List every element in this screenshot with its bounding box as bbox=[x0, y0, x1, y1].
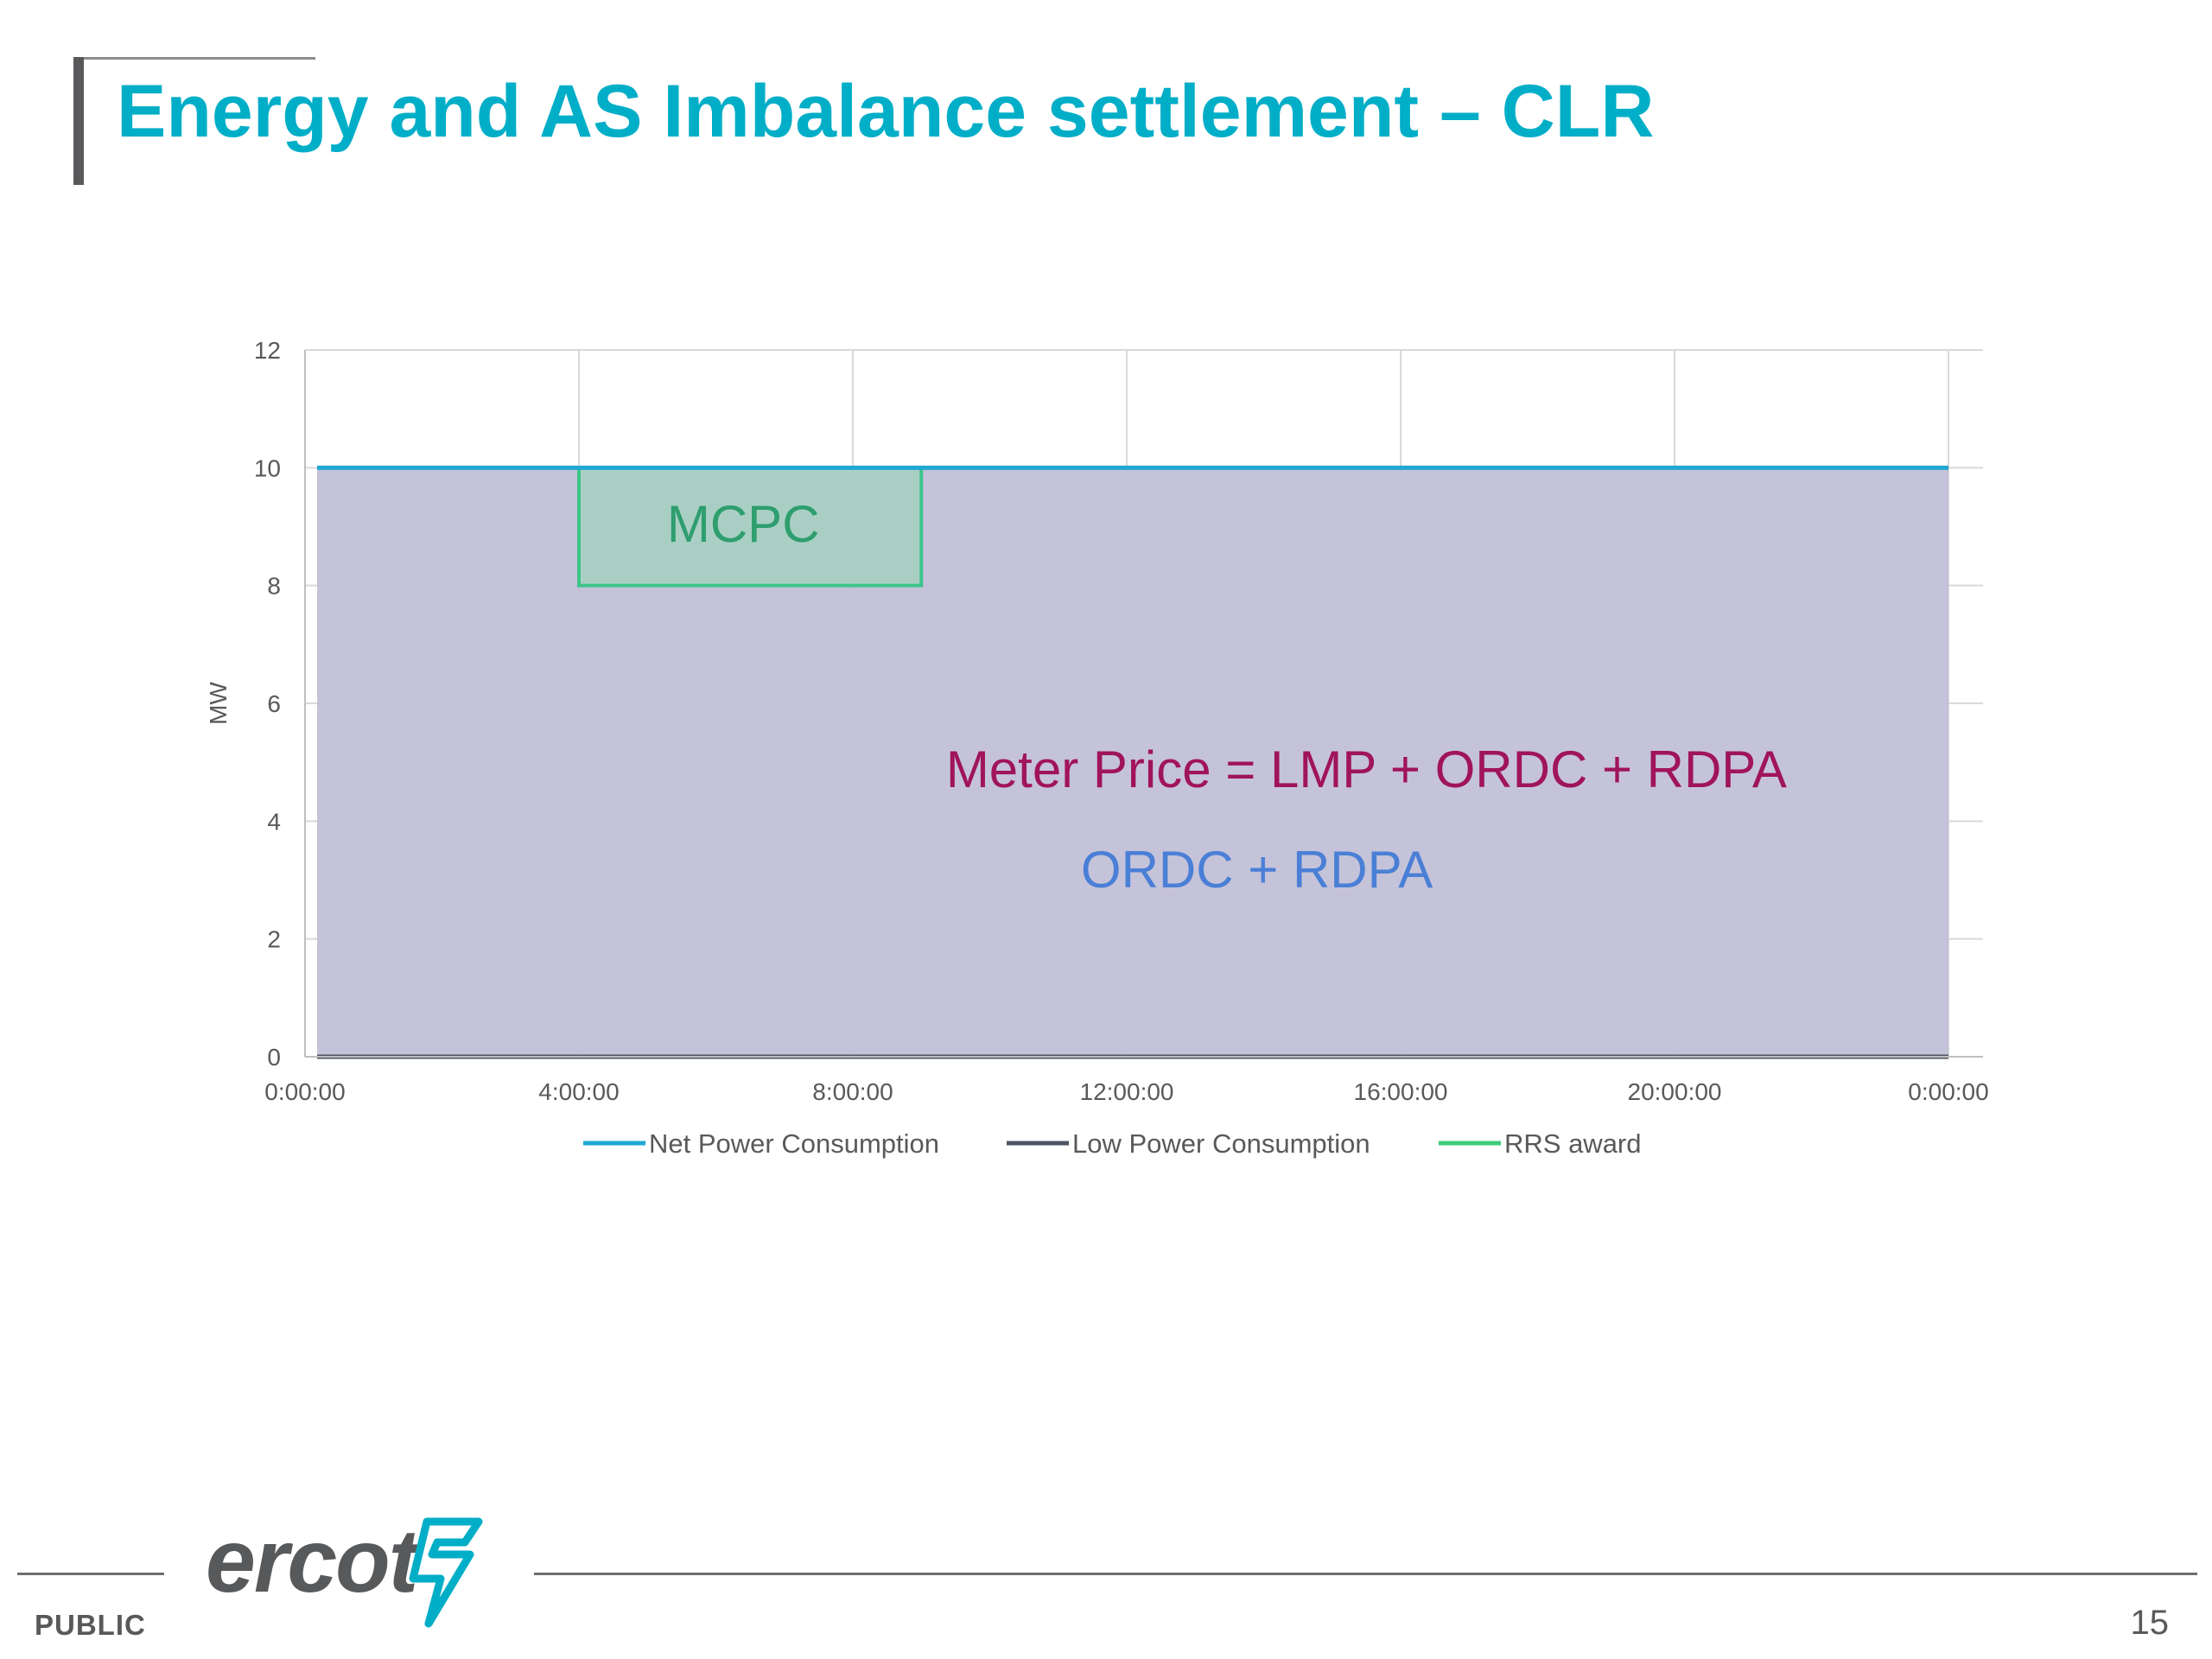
y-axis-title: MW bbox=[205, 682, 232, 725]
footer-rule-left bbox=[17, 1573, 164, 1575]
ercot-logo: ercot bbox=[206, 1516, 499, 1637]
x-tick-label: 16:00:00 bbox=[1354, 1078, 1448, 1105]
chart-legend: Net Power Consumption Low Power Consumpti… bbox=[583, 1128, 1642, 1159]
y-tick-label: 10 bbox=[254, 454, 281, 481]
y-tick-label: 0 bbox=[267, 1044, 281, 1071]
y-tick-label: 12 bbox=[254, 337, 281, 364]
ordc-rdpa-label: ORDC + RDPA bbox=[1081, 841, 1433, 899]
chart-areas bbox=[317, 466, 1948, 1057]
mcpc-area bbox=[577, 466, 924, 588]
title-accent-bar bbox=[73, 57, 84, 185]
mcpc-label: MCPC bbox=[667, 495, 820, 553]
chart-annotations: MCPC Meter Price = LMP + ORDC + RDPA ORDC … bbox=[667, 495, 1787, 899]
lightning-bolt-icon bbox=[409, 1517, 483, 1628]
y-tick-label: 2 bbox=[267, 926, 281, 953]
meter-price-label: Meter Price = LMP + ORDC + RDPA bbox=[946, 741, 1787, 798]
title-accent-rule bbox=[84, 57, 315, 60]
x-tick-label: 0:00:00 bbox=[264, 1078, 345, 1105]
classification-label: PUBLIC bbox=[35, 1609, 146, 1641]
slide-title: Energy and AS Imbalance settlement – CLR bbox=[117, 70, 1655, 153]
logo-wordmark: ercot bbox=[206, 1511, 418, 1611]
imbalance-chart: 0 2 4 6 8 10 12 0:00:00 4:00:00 8:00:00 12:00:00 16… bbox=[205, 337, 1989, 1159]
x-tick-label: 20:00:00 bbox=[1628, 1078, 1722, 1105]
legend-rrs-award-label: RRS award bbox=[1504, 1128, 1642, 1159]
x-tick-label: 4:00:00 bbox=[538, 1078, 619, 1105]
x-tick-label: 12:00:00 bbox=[1080, 1078, 1174, 1105]
legend-low-power-label: Low Power Consumption bbox=[1072, 1128, 1370, 1159]
legend-net-power-label: Net Power Consumption bbox=[649, 1128, 939, 1159]
x-tick-label: 8:00:00 bbox=[812, 1078, 893, 1105]
chart-axes: 0 2 4 6 8 10 12 0:00:00 4:00:00 8:00:00 12:00:00 16… bbox=[205, 337, 1989, 1105]
x-tick-label: 0:00:00 bbox=[1908, 1078, 1988, 1105]
y-tick-label: 8 bbox=[267, 573, 281, 600]
page-number: 15 bbox=[2130, 1604, 2170, 1642]
footer-rule-right bbox=[534, 1573, 2197, 1575]
y-tick-label: 4 bbox=[267, 808, 281, 835]
y-tick-label: 6 bbox=[267, 690, 281, 717]
